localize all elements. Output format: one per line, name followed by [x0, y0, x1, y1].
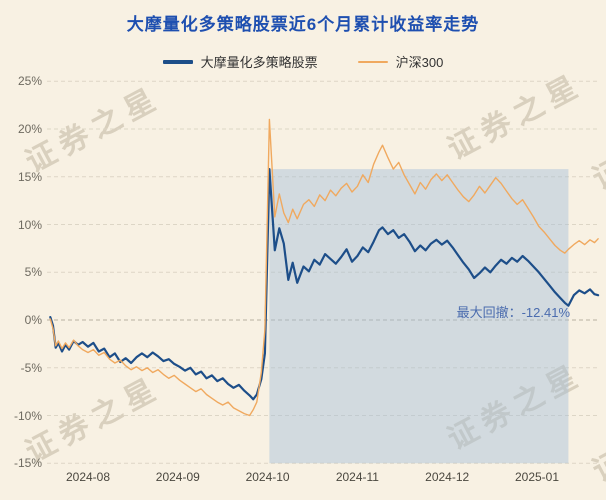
x-tick-label: 2024-12 [425, 470, 470, 484]
y-tick-label: 20% [17, 122, 42, 136]
y-tick-label: 15% [17, 169, 42, 184]
y-tick-label: 0% [24, 313, 42, 327]
x-tick-label: 2024-11 [335, 470, 379, 484]
chart-legend: 大摩量化多策略股票 沪深300 [0, 52, 606, 71]
csi300-line-swatch [357, 60, 388, 63]
max-drawdown-band [269, 169, 569, 464]
y-tick-label: -5% [20, 360, 42, 375]
fund-line-swatch [162, 59, 193, 64]
x-tick-label: 2025-01 [514, 470, 560, 484]
legend-label-csi300: 沪深300 [395, 55, 444, 70]
chart-title: 大摩量化多策略股票近6个月累计收益率走势 [126, 15, 480, 34]
legend-item-csi300: 沪深300 [357, 52, 444, 71]
y-tick-label: 10% [17, 217, 42, 232]
max-drawdown-label: 最大回撤：-12.41% [456, 305, 570, 320]
x-tick-label: 2024-08 [65, 470, 111, 484]
y-tick-label: -15% [13, 456, 42, 471]
csi300-line [49, 118, 599, 417]
x-tick-label: 2024-10 [245, 470, 290, 484]
y-tick-label: -10% [13, 408, 42, 423]
y-tick-label: 5% [24, 265, 42, 280]
y-tick-label: 25% [17, 74, 42, 89]
legend-item-fund: 大摩量化多策略股票 [162, 52, 318, 71]
fund-line [49, 168, 600, 401]
legend-label-fund: 大摩量化多策略股票 [200, 55, 318, 70]
x-tick-label: 2024-09 [155, 470, 200, 484]
